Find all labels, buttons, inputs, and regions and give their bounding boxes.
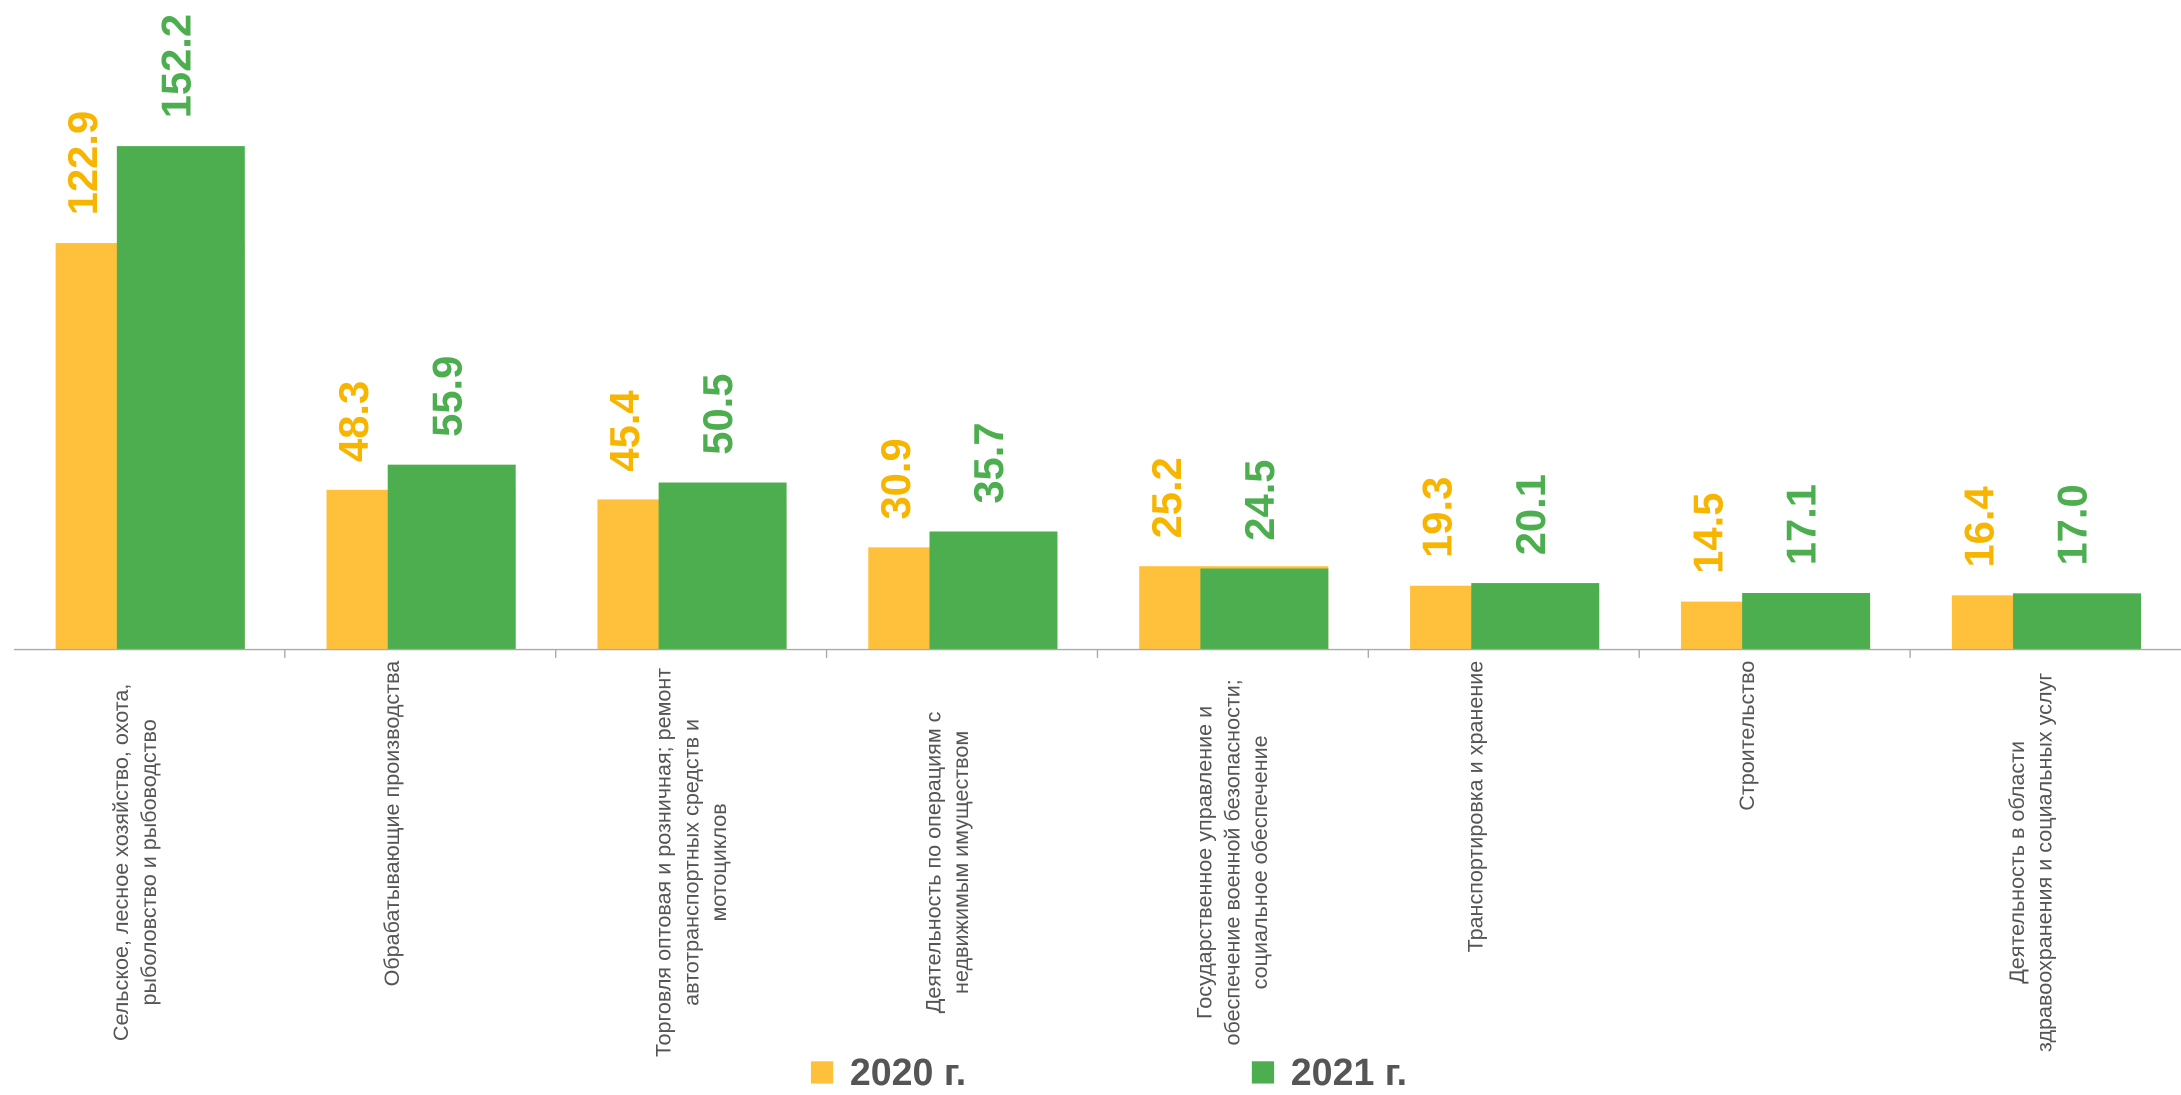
value-label: 45.4: [601, 390, 648, 471]
value-label: 19.3: [1414, 477, 1461, 558]
category-label: Государственное управление и обеспечение…: [1193, 679, 1273, 1046]
value-label: 50.5: [694, 374, 741, 455]
value-label: 152.2: [152, 14, 199, 118]
value-label: 25.2: [1143, 457, 1190, 538]
value-label: 30.9: [872, 438, 919, 519]
value-label: 48.3: [330, 381, 377, 462]
legend-swatch: [810, 1061, 834, 1084]
value-label: 16.4: [1955, 486, 2002, 567]
category-label: Сельское, лесное хозяйство, охота, рыбол…: [109, 683, 162, 1042]
value-label: 14.5: [1685, 493, 1732, 574]
value-label: 17.0: [2049, 484, 2096, 565]
category-label: Деятельность в области здравоохранения и…: [2006, 672, 2058, 1052]
category-label: Торговля оптовая и розничная; ремонт авт…: [651, 667, 731, 1057]
value-label: 24.5: [1236, 460, 1283, 541]
value-label: 35.7: [965, 422, 1012, 503]
category-label: Транспортировка и хранение: [1464, 660, 1488, 953]
value-label: 20.1: [1507, 474, 1554, 555]
bar: [2013, 593, 2142, 650]
legend-label: 2020 г.: [849, 1051, 967, 1094]
bar: [116, 146, 245, 650]
bar: [1200, 568, 1329, 650]
legend-swatch: [1251, 1061, 1275, 1084]
legend-label: 2021 г.: [1290, 1051, 1408, 1094]
bar: [1742, 593, 1871, 650]
category-label: Деятельность по операциям с недвижимым и…: [922, 711, 975, 1014]
bar: [929, 531, 1058, 650]
value-label: 122.9: [59, 111, 106, 215]
category-label: Строительство: [1735, 660, 1759, 811]
bar: [658, 482, 787, 650]
value-label: 55.9: [423, 356, 470, 437]
value-label: 17.1: [1778, 484, 1825, 565]
category-label: Обрабатывающие производства: [380, 660, 405, 987]
bar: [387, 464, 516, 650]
bar: [1471, 583, 1600, 650]
